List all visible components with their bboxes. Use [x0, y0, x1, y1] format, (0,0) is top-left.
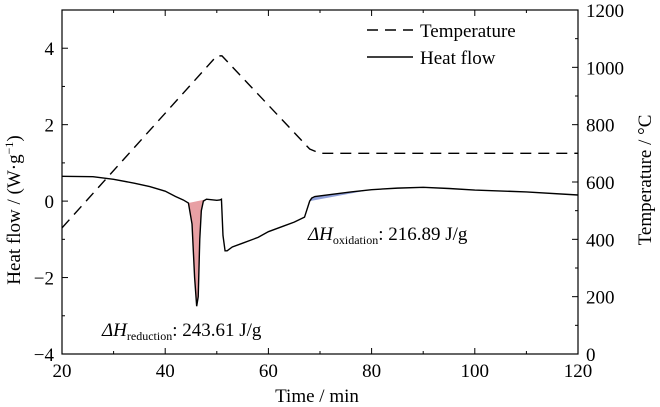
x-tick-label: 40	[156, 361, 175, 382]
y-left-tick-label: −2	[34, 269, 54, 290]
legend-label-temperature: Temperature	[420, 21, 516, 42]
x-tick-label: 120	[564, 361, 593, 382]
y-left-tick-label: 2	[45, 116, 55, 137]
y-right-tick-label: 800	[586, 116, 615, 137]
x-axis-label: Time / min	[275, 386, 359, 407]
x-tick-label: 20	[53, 361, 72, 382]
y-right-tick-label: 600	[586, 173, 615, 194]
y-axis-left-label-superscript: −1	[2, 142, 16, 155]
y-axis-right-label: Temperature / °C	[635, 115, 656, 246]
y-axis-left-label-main: Heat flow / (W·g	[4, 154, 25, 285]
annotation-oxidation-prefix: ΔH	[307, 224, 334, 245]
series-line-heat-flow	[61, 175, 579, 307]
y-left-tick-label: 4	[45, 39, 55, 60]
x-tick-label: 80	[362, 361, 381, 382]
series-line-temperature	[61, 55, 578, 229]
legend: Temperature Heat flow	[367, 21, 516, 69]
y-right-tick-label: 200	[586, 288, 615, 309]
y-right-tick-label: 0	[586, 345, 596, 366]
legend-label-heat-flow: Heat flow	[420, 48, 496, 69]
y-left-tick-label: −4	[34, 345, 55, 366]
plot-frame	[61, 9, 579, 355]
y-right-tick-label: 1200	[586, 1, 624, 22]
oxidation-peak-area	[309, 189, 372, 202]
x-tick-label: 100	[461, 361, 490, 382]
y-axis-left-label: Heat flow / (W·g−1)	[2, 135, 25, 284]
annotation-reduction-value: : 243.61 J/g	[172, 320, 262, 341]
axis-ticks: 20 40 60 80 100 120−4−20240200400600800100012…	[34, 1, 624, 382]
reduction-peak-area	[188, 199, 207, 307]
annotation-reduction-prefix: ΔH	[101, 320, 128, 341]
y-right-tick-label: 400	[586, 230, 615, 251]
annotation-reduction: ΔHreduction: 243.61 J/g	[101, 320, 262, 343]
x-tick-label: 60	[259, 361, 278, 382]
annotation-reduction-subscript: reduction	[127, 329, 172, 343]
annotation-oxidation-subscript: oxidation	[333, 233, 378, 247]
y-axis-left-label-tail: )	[4, 135, 25, 141]
y-left-tick-label: 0	[45, 192, 55, 213]
annotation-oxidation: ΔHoxidation: 216.89 J/g	[307, 224, 468, 247]
annotation-oxidation-value: : 216.89 J/g	[378, 224, 468, 245]
y-right-tick-label: 1000	[586, 58, 624, 79]
